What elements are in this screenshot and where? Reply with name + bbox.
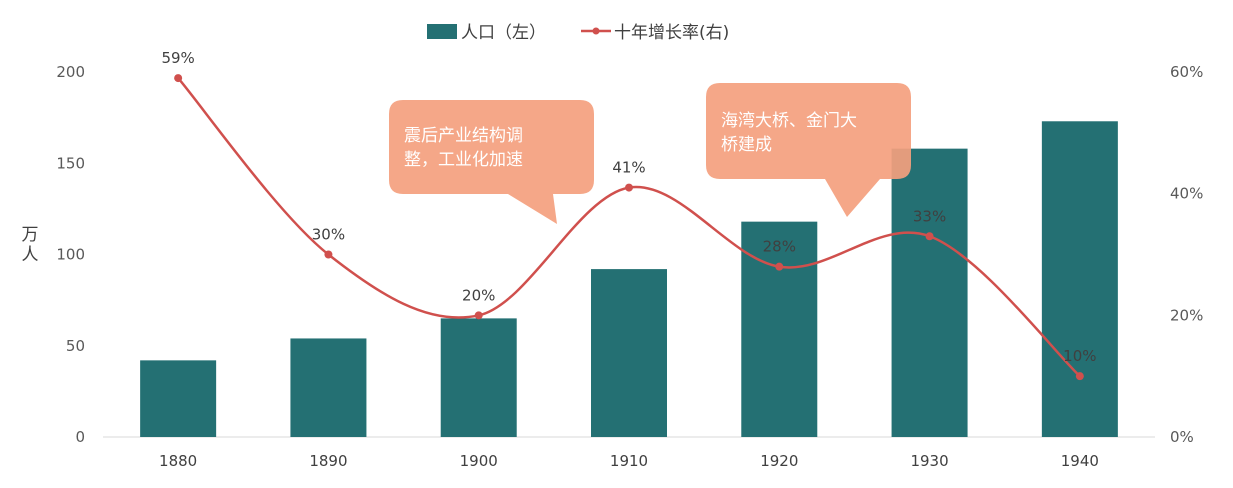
data-label-1900: 20%: [462, 286, 495, 304]
line-point-1890: [324, 250, 333, 259]
callout-bubble: [389, 100, 594, 224]
data-label-1940: 10%: [1063, 347, 1096, 365]
left-y-tick: 50: [66, 337, 85, 355]
x-tick-1900: 1900: [460, 452, 498, 470]
bar-1880: [140, 360, 217, 437]
x-tick-1910: 1910: [610, 452, 648, 470]
legend-bar-swatch: [427, 24, 457, 39]
left-y-tick: 0: [75, 428, 85, 446]
callout-text-line: 整，工业化加速: [404, 150, 523, 170]
bar-1910: [591, 269, 667, 437]
bar-1890: [290, 338, 367, 437]
x-tick-1890: 1890: [309, 452, 347, 470]
line-point-1910: [625, 183, 633, 192]
left-y-tick: 100: [56, 246, 85, 264]
legend-bar-label: 人口（左）: [461, 23, 546, 43]
x-axis: 1880 1890 1900 1910 1920 1930 1940: [159, 452, 1099, 470]
left-y-tick: 150: [56, 154, 85, 172]
legend-line-marker: [592, 27, 600, 35]
line-point-1940: [1075, 372, 1084, 381]
data-label-1890: 30%: [312, 226, 345, 244]
x-tick-1920: 1920: [760, 452, 798, 470]
line-point-1900: [474, 311, 483, 320]
legend: 人口（左） 十年增长率(右): [427, 23, 729, 43]
right-y-axis: 0% 20% 40% 60%: [1170, 63, 1203, 446]
y-axis-title-char: 万: [22, 225, 39, 245]
callout-text-line: 震后产业结构调: [404, 126, 523, 146]
x-tick-1880: 1880: [159, 452, 197, 470]
data-labels: 59% 30% 20% 41% 28% 33% 10%: [161, 49, 1096, 365]
right-y-tick: 60%: [1170, 63, 1203, 81]
bar-1930: [891, 148, 968, 437]
left-y-axis: 0 50 100 150 200: [56, 63, 85, 446]
line-point-1930: [925, 232, 934, 241]
data-label-1880: 59%: [161, 49, 194, 67]
data-label-1930: 33%: [913, 207, 946, 225]
callout-text-line: 桥建成: [721, 135, 772, 155]
data-label-1920: 28%: [763, 238, 796, 256]
callout-bubble: [706, 83, 911, 217]
right-y-tick: 0%: [1170, 428, 1194, 446]
bar-1900: [440, 318, 517, 437]
data-label-1910: 41%: [612, 159, 645, 177]
right-y-tick: 20%: [1170, 306, 1203, 324]
line-point-1920: [775, 262, 784, 271]
callout-text-line: 海湾大桥、金门大: [721, 111, 857, 131]
x-tick-1940: 1940: [1061, 452, 1099, 470]
line-point-1880: [174, 74, 183, 83]
left-y-tick: 200: [56, 63, 85, 81]
right-y-tick: 40%: [1170, 185, 1203, 203]
legend-line-label: 十年增长率(右): [614, 23, 729, 43]
bar-1940: [1041, 121, 1118, 438]
y-axis-title: 万人: [22, 225, 39, 265]
y-axis-title-char: 人: [22, 245, 39, 265]
line-series: [174, 74, 1084, 381]
bar-series: [140, 121, 1118, 438]
x-tick-1930: 1930: [910, 452, 948, 470]
